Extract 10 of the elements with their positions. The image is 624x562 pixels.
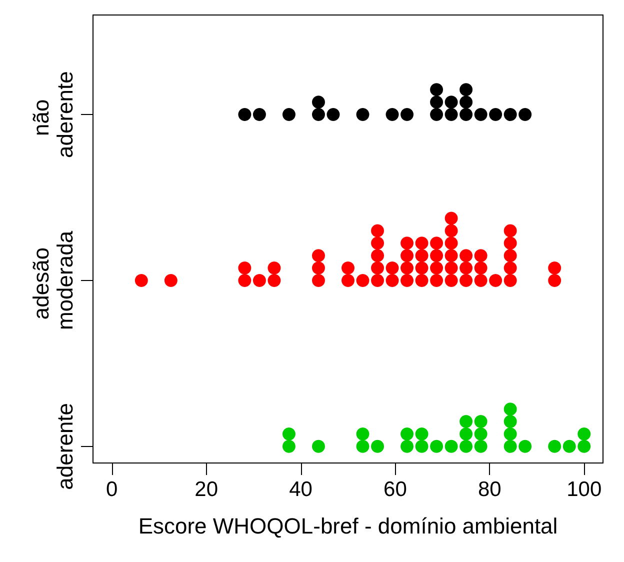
x-axis-title: Escore WHOQOL-bref - domínio ambiental [138, 514, 558, 538]
x-tick-label: 60 [384, 478, 407, 501]
x-tick-label: 100 [566, 478, 602, 501]
y-tick-label: adesão moderada [28, 230, 78, 330]
x-tick-label: 0 [106, 478, 118, 501]
y-tick-label: não aderente [28, 71, 78, 158]
x-tick-label: 40 [289, 478, 312, 501]
y-tick-label: aderente [52, 402, 78, 490]
x-tick-label: 20 [194, 478, 218, 501]
x-tick-label: 80 [478, 478, 502, 501]
